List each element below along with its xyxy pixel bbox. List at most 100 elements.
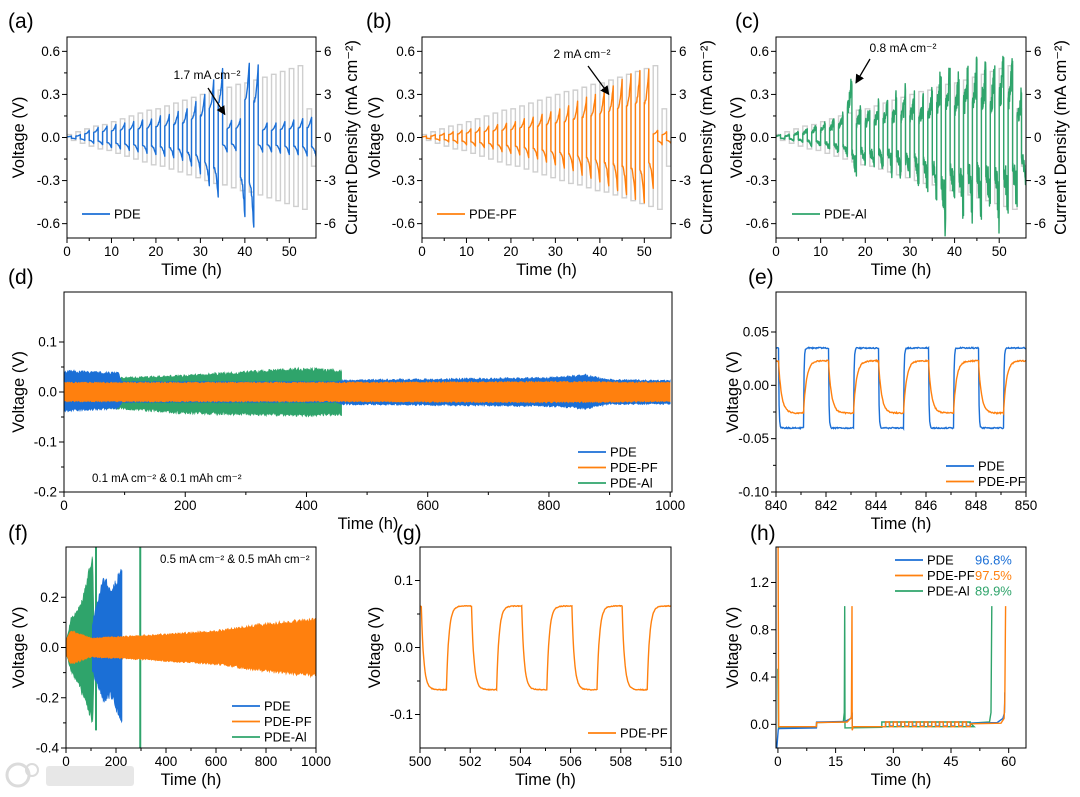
legend-label: PDE-PF <box>978 474 1026 489</box>
legend-label: PDE-PF <box>610 460 658 475</box>
y-tick-label: 0.00 <box>743 378 769 393</box>
coulombic-efficiency-value: 96.8% <box>975 553 1012 568</box>
x-tick-label: 30 <box>902 244 917 259</box>
voltage-trace-pde <box>776 692 1006 748</box>
panel-label: (c) <box>735 10 760 33</box>
x-tick-label: 800 <box>255 754 278 769</box>
x-tick-label: 502 <box>459 754 482 769</box>
panel-label: (d) <box>8 266 34 289</box>
x-tick-label: 30 <box>548 244 563 259</box>
y-tick-label: -0.6 <box>37 216 60 231</box>
panel-label: (f) <box>8 522 28 545</box>
y2-tick-label: 0 <box>679 130 687 145</box>
x-tick-label: 20 <box>858 244 873 259</box>
x-tick-label: 850 <box>1015 498 1038 513</box>
x-tick-label: 600 <box>416 498 439 513</box>
y-axis-label: Voltage (V) <box>728 97 746 179</box>
legend-label: PDE <box>264 699 291 714</box>
panel-e: 840 842 844 846 848 850 -0.10 -0.05 0.00 0.05 Time… <box>724 266 1038 533</box>
y2-axis-label: Current Density (mA cm⁻²) <box>343 40 361 235</box>
y-axis-label: Voltage (V) <box>10 351 28 433</box>
legend: PDE-Al <box>792 207 867 222</box>
x-tick-label: 506 <box>559 754 582 769</box>
y-axis-label: Voltage (V) <box>366 607 384 689</box>
x-tick-label: 40 <box>237 244 252 259</box>
y-tick-label: 0.3 <box>41 87 60 102</box>
panel-g: 500 502 504 506 508 510 -0.1 0.0 0.1 Time (h) Volt… <box>366 522 683 789</box>
y-axis-label: Voltage (V) <box>10 607 28 689</box>
plot-frame <box>419 546 672 749</box>
y2-axis-label: Current Density (mA cm⁻²) <box>698 40 716 235</box>
y2-tick-label: -6 <box>679 216 691 231</box>
x-tick-label: 0 <box>774 754 782 769</box>
legend-label: PDE-Al <box>927 584 970 599</box>
watermark-logo-icon <box>5 762 134 788</box>
x-tick-label: 848 <box>965 498 988 513</box>
x-tick-label: 0 <box>62 754 70 769</box>
panel-b: 0 10 20 30 40 50 -0.6 -0.3 0.0 0.3 0.6 -6 -3 0 3 6 Curre… <box>366 10 716 279</box>
y-tick-label: -0.2 <box>36 690 59 705</box>
x-tick-label: 500 <box>409 754 432 769</box>
x-tick-label: 600 <box>205 754 228 769</box>
x-tick-label: 20 <box>503 244 518 259</box>
y-axis-label: Voltage (V) <box>724 351 742 433</box>
voltage-trace-pde-pf <box>777 547 1007 731</box>
y-tick-label: 0.0 <box>38 385 57 400</box>
y-tick-label: -0.3 <box>392 173 415 188</box>
x-tick-label: 0 <box>60 498 68 513</box>
x-tick-label: 510 <box>660 754 683 769</box>
y-tick-label: 0.6 <box>750 44 769 59</box>
y-tick-label: -0.6 <box>392 216 415 231</box>
y-tick-label: 0.0 <box>396 130 415 145</box>
legend-label: PDE-Al <box>264 730 307 745</box>
x-tick-label: 40 <box>592 244 607 259</box>
legend-label: PDE <box>610 445 637 460</box>
panel-label: (e) <box>748 266 774 289</box>
y-tick-label: 0.1 <box>394 573 413 588</box>
x-tick-label: 844 <box>865 498 888 513</box>
y-tick-label: 0.0 <box>41 130 60 145</box>
panel-c: 0 10 20 30 40 50 -0.6 -0.3 0.0 0.3 0.6 -6 -3 0 3 6 Curre… <box>728 10 1070 279</box>
x-tick-label: 846 <box>915 498 938 513</box>
legend-label: PDE-PF <box>469 207 517 222</box>
panel-label: (a) <box>8 10 34 33</box>
y-tick-label: -0.1 <box>390 707 413 722</box>
x-axis-label: Time (h) <box>871 515 932 533</box>
plot-frame <box>775 546 1027 749</box>
coulombic-efficiency-value: 97.5% <box>975 568 1012 583</box>
panel-f: 0 200 400 600 800 1000 -0.4 -0.2 0.0 0.2 Time (h) V… <box>8 522 331 789</box>
voltage-trace-pde-pf <box>420 604 671 692</box>
y-axis-label: Voltage (V) <box>724 607 742 689</box>
x-tick-label: 20 <box>148 244 163 259</box>
legend-label: PDE-PF <box>927 568 975 583</box>
plot-area <box>422 65 671 210</box>
plot-area <box>776 55 1026 237</box>
plot-area <box>64 366 671 418</box>
legend: PDE 96.8%PDE-PF 97.5% PDE-Al 89.9% <box>895 553 1012 599</box>
y-tick-label: -0.05 <box>738 431 769 446</box>
x-axis-label: Time (h) <box>516 261 577 279</box>
y-tick-label: -0.2 <box>34 485 57 500</box>
x-axis-label: Time (h) <box>871 261 932 279</box>
x-axis-label: Time (h) <box>161 261 222 279</box>
panel-a: 0 10 20 30 40 50 -0.6 -0.3 0.0 0.3 0.6 -6 -3 0 3 6 Curre… <box>8 10 361 279</box>
y-tick-label: 0.3 <box>396 87 415 102</box>
y-tick-label: -0.4 <box>36 741 60 756</box>
x-tick-label: 50 <box>282 244 297 259</box>
annotation-arrow-icon <box>207 87 226 116</box>
y-tick-label: -0.6 <box>746 216 769 231</box>
x-tick-label: 40 <box>947 244 962 259</box>
x-tick-label: 1000 <box>301 754 331 769</box>
y2-tick-label: 3 <box>679 87 687 102</box>
x-tick-label: 842 <box>815 498 838 513</box>
voltage-trace-pde <box>776 345 1026 432</box>
panel-label: (b) <box>366 10 392 33</box>
legend: PDE-PF <box>588 726 668 741</box>
legend: PDE <box>82 207 141 222</box>
plot-area <box>776 345 1026 432</box>
x-tick-label: 1000 <box>655 498 685 513</box>
legend-label: PDE-Al <box>824 207 867 222</box>
y-tick-label: 0.6 <box>41 44 60 59</box>
